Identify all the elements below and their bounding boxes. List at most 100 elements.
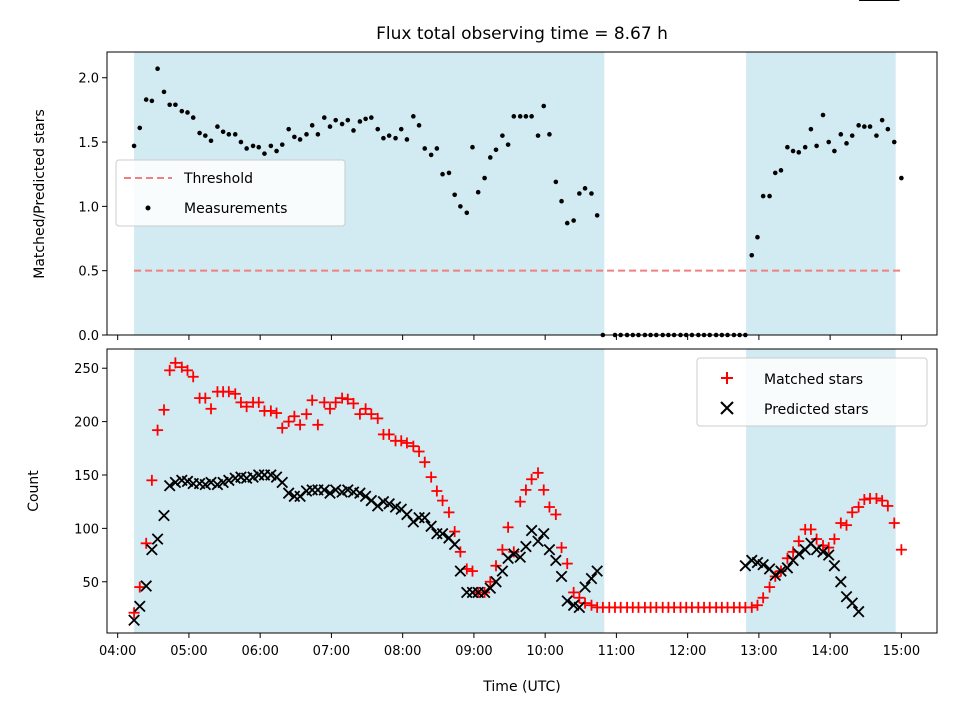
measurement-point	[161, 89, 167, 95]
matched-star-point	[496, 544, 508, 556]
measurement-point	[339, 121, 345, 127]
matched-star-point	[241, 401, 253, 413]
measurement-point	[862, 124, 867, 129]
predicted-star-point	[436, 527, 449, 540]
matched-legend-swatch	[721, 372, 733, 384]
matched-star-point	[550, 508, 562, 520]
predicted-star-point	[828, 559, 841, 572]
matched-star-point	[526, 473, 538, 485]
predicted-star-point	[573, 601, 586, 614]
matched-star-point	[811, 533, 823, 545]
measurement-point	[594, 213, 600, 218]
measurement-point	[470, 144, 475, 150]
matched-star-point	[176, 361, 188, 373]
measurement-point	[785, 144, 790, 150]
measurement-point	[879, 117, 885, 123]
measurement-point	[197, 130, 202, 136]
bottom-x-tick-label: 08:00	[384, 644, 421, 659]
measurement-point	[155, 66, 160, 72]
measurement-point	[849, 133, 855, 138]
predicted-star-point	[822, 549, 835, 561]
matched-star-point	[336, 392, 348, 404]
measurement-point	[559, 198, 564, 204]
predicted-star-point	[532, 535, 544, 548]
measurement-point	[440, 171, 445, 177]
predicted-star-point	[140, 580, 153, 592]
measurement-point	[244, 146, 249, 151]
measurement-point	[375, 126, 381, 132]
predicted-star-point	[792, 548, 805, 560]
matched-star-point	[425, 471, 437, 483]
matched-star-point	[454, 546, 466, 558]
matched-star-point	[751, 599, 763, 611]
matched-star-point	[306, 394, 318, 406]
bottom-plot-frame	[106, 348, 938, 634]
measurement-point	[262, 151, 267, 156]
measurement-point	[577, 191, 582, 196]
top-y-axis-label: Matched/Predicted stars	[32, 109, 48, 279]
predicted-star-point	[757, 558, 769, 571]
bottom-y-tick-label: 150	[74, 469, 99, 484]
measurement-point	[321, 115, 327, 120]
measurement-point	[398, 126, 404, 132]
matched-star-point	[294, 419, 306, 431]
predicted-star-point	[769, 569, 782, 582]
measurement-point	[404, 137, 410, 142]
matched-star-point	[169, 357, 181, 369]
bottom-x-tick-label: 09:00	[455, 644, 492, 659]
bottom-y-tick-label: 250	[74, 362, 99, 377]
chart-title: Flux total observing time = 8.67 h	[376, 24, 668, 44]
measurement-point	[885, 126, 891, 132]
threshold-legend-label: Threshold	[183, 171, 253, 187]
predicted-star-point	[775, 565, 787, 577]
matched-star-point	[437, 495, 449, 507]
predicted-star-point	[834, 575, 847, 588]
measurement-point	[363, 116, 368, 122]
measurement-point	[452, 192, 457, 198]
measurement-point	[891, 139, 897, 145]
predicted-star-point	[817, 546, 829, 558]
measurement-point	[173, 102, 178, 108]
matched-star-point	[146, 474, 158, 486]
predicted-star-point	[555, 570, 568, 583]
matched-star-point	[484, 576, 496, 588]
matched-star-point	[514, 496, 526, 508]
matched-star-point	[324, 403, 336, 415]
predicted-star-point	[846, 597, 859, 609]
measurement-point	[143, 97, 149, 102]
measurement-point	[475, 189, 481, 195]
predicted-star-point	[525, 524, 538, 537]
measurement-point	[767, 193, 772, 199]
predicted-star-point	[561, 595, 574, 607]
measurement-point	[749, 252, 755, 258]
measurement-point	[357, 119, 363, 124]
predicted-star-point	[359, 490, 372, 503]
predicted-star-point	[329, 484, 342, 496]
measurement-point	[309, 123, 315, 128]
measurement-point	[820, 112, 826, 118]
matched-star-point	[895, 544, 907, 556]
measurement-point	[844, 141, 849, 146]
measurement-point	[778, 168, 784, 173]
matched-star-point	[419, 456, 431, 468]
matched-star-point	[152, 424, 164, 436]
measurements-legend-label: Measurements	[184, 201, 287, 217]
measurement-point	[185, 110, 190, 115]
matched-star-point	[876, 495, 888, 507]
matched-star-point	[882, 500, 894, 512]
predicted-star-point	[371, 500, 384, 512]
bottom-x-tick-label: 06:00	[241, 644, 278, 659]
matched-star-point	[490, 560, 502, 572]
predicted-star-point	[454, 565, 467, 577]
measurement-point	[203, 133, 208, 138]
measurement-point	[250, 143, 256, 149]
matched-star-point	[823, 542, 835, 554]
bottom-x-tick-label: 10:00	[526, 644, 563, 659]
measurement-point	[137, 125, 143, 131]
bottom-x-tick-label: 12:00	[669, 644, 706, 659]
measurement-point	[867, 124, 873, 129]
predicted-star-point	[502, 552, 514, 565]
measurement-point	[416, 123, 422, 128]
top-legend-box	[115, 159, 346, 227]
matched-star-point	[561, 558, 573, 570]
